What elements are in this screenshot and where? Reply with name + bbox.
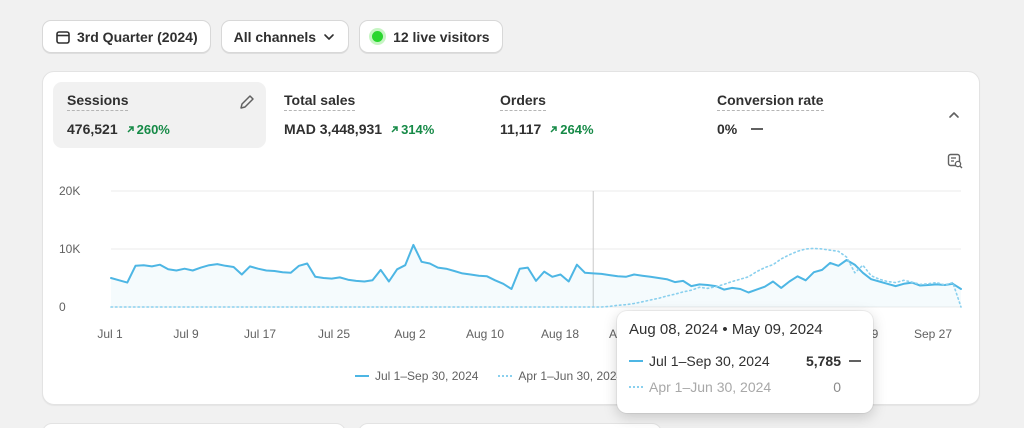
- metric-value: 476,521: [67, 121, 118, 137]
- tooltip-row-current: Jul 1–Sep 30, 2024 5,785: [629, 348, 861, 374]
- live-visitors-button[interactable]: 12 live visitors: [359, 20, 503, 53]
- metric-value: 0%: [717, 121, 738, 137]
- y-tick-label: 20K: [59, 184, 80, 198]
- legend-item-previous[interactable]: Apr 1–Jun 30, 2024: [498, 369, 623, 383]
- tooltip-title: Aug 08, 2024 • May 09, 2024: [629, 321, 823, 338]
- sessions-chart[interactable]: 20K 10K 0 Jul 1 Jul 9 Jul 17 Jul 25 Aug 2 Aug 10…: [43, 72, 981, 406]
- y-tick-label: 0: [59, 300, 66, 314]
- legend-label: Jul 1–Sep 30, 2024: [375, 369, 479, 383]
- legend-item-current[interactable]: Jul 1–Sep 30, 2024: [355, 369, 478, 383]
- metric-value: MAD 3,448,931: [284, 121, 383, 137]
- date-range-button[interactable]: 3rd Quarter (2024): [42, 20, 211, 53]
- metric-total-sales[interactable]: Total sales MAD 3,448,931 314%: [270, 82, 480, 148]
- chevron-down-icon: [324, 33, 334, 40]
- tooltip-series-label: Apr 1–Jun 30, 2024: [649, 379, 772, 395]
- series-line-current[interactable]: [110, 243, 962, 294]
- metric-delta: 260%: [126, 122, 170, 137]
- trend-up-icon: [391, 125, 398, 133]
- x-tick-label: Aug 10: [466, 327, 504, 341]
- chart-tooltip: Aug 08, 2024 • May 09, 2024 Jul 1–Sep 30…: [617, 311, 873, 413]
- no-change-mark: [751, 128, 764, 130]
- tooltip-series-label: Jul 1–Sep 30, 2024: [649, 353, 770, 369]
- channels-dropdown[interactable]: All channels: [220, 20, 350, 53]
- tooltip-dotted-swatch: [629, 386, 643, 388]
- x-tick-label: Aug 18: [541, 327, 579, 341]
- chart-legend: Jul 1–Sep 30, 2024 Apr 1–Jun 30, 2024: [355, 369, 623, 383]
- live-indicator-icon: [372, 31, 384, 42]
- metric-conversion-rate[interactable]: Conversion rate 0%: [703, 82, 913, 148]
- date-range-label: 3rd Quarter (2024): [77, 28, 198, 45]
- series-line-previous[interactable]: [110, 247, 962, 308]
- legend-solid-swatch: [355, 375, 369, 377]
- x-tick-label: Aug 2: [394, 327, 426, 341]
- metric-label: Conversion rate: [717, 92, 824, 111]
- x-tick-label: Jul 9: [173, 327, 199, 341]
- filter-bar: 3rd Quarter (2024) All channels 12 live …: [42, 20, 503, 53]
- no-change-mark: [849, 360, 861, 362]
- tooltip-row-previous: Apr 1–Jun 30, 2024 0: [629, 374, 861, 400]
- tooltip-series-value: 5,785: [805, 353, 841, 369]
- metric-orders[interactable]: Orders 11,117 264%: [486, 82, 696, 148]
- x-tick-label: A: [609, 327, 617, 341]
- x-tick-label: Jul 17: [244, 327, 276, 341]
- tooltip-solid-swatch: [629, 360, 643, 362]
- metric-label: Orders: [500, 92, 546, 111]
- chevron-up-icon[interactable]: [946, 107, 962, 123]
- secondary-card: [358, 423, 662, 428]
- secondary-card: [42, 423, 346, 428]
- legend-dotted-swatch: [498, 375, 513, 377]
- metric-delta: 314%: [390, 122, 434, 137]
- metric-delta: 264%: [549, 122, 594, 137]
- metric-label: Total sales: [284, 92, 356, 111]
- y-tick-label: 10K: [59, 242, 80, 256]
- x-tick-label: Sep 27: [914, 327, 952, 341]
- x-tick-label: 9: [872, 327, 879, 341]
- chart-settings-icon[interactable]: [946, 152, 964, 170]
- channels-label: All channels: [233, 28, 317, 45]
- live-visitors-label: 12 live visitors: [393, 28, 490, 45]
- trend-up-icon: [127, 125, 134, 133]
- x-tick-label: Jul 25: [318, 327, 350, 341]
- calendar-icon: [56, 30, 70, 44]
- trend-up-icon: [550, 125, 558, 133]
- pencil-icon[interactable]: [238, 93, 256, 111]
- x-tick-label: Jul 1: [97, 327, 123, 341]
- metric-sessions[interactable]: Sessions 476,521 260%: [53, 82, 266, 148]
- metric-label: Sessions: [67, 92, 129, 111]
- metric-value: 11,117: [500, 121, 542, 137]
- legend-label: Apr 1–Jun 30, 2024: [518, 369, 624, 383]
- series-area-current: [111, 244, 961, 307]
- tooltip-series-value: 0: [833, 379, 841, 395]
